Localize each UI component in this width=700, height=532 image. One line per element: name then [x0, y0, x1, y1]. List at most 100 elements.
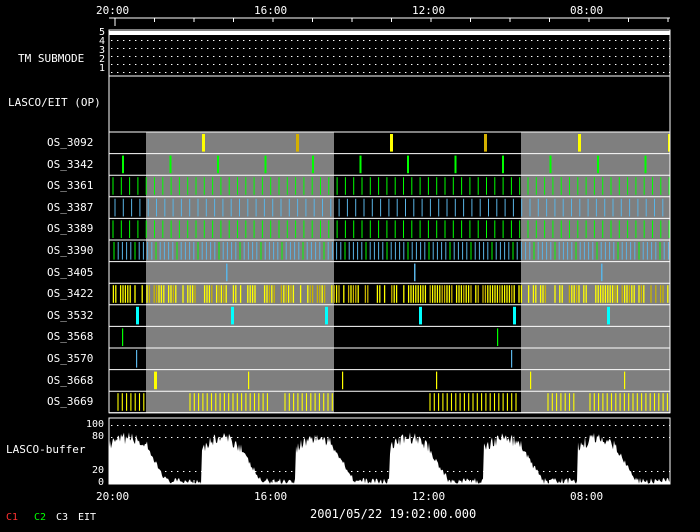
buffer-grid-dot: [111, 437, 113, 438]
buffer-grid-dot: [111, 425, 113, 426]
os-row-label: OS_3422: [47, 287, 94, 301]
tm-grid-dot: [555, 56, 557, 57]
buffer-grid-dot: [495, 425, 497, 426]
tm-submode-label: TM SUBMODE: [18, 52, 85, 65]
tm-grid-dot: [111, 48, 113, 49]
tm-grid-dot: [261, 72, 263, 73]
tm-grid-dot: [297, 40, 299, 41]
tm-grid-dot: [129, 48, 131, 49]
buffer-grid-dot: [633, 425, 635, 426]
tm-grid-dot: [399, 56, 401, 57]
tm-grid-dot: [423, 48, 425, 49]
tm-grid-dot: [639, 56, 641, 57]
tm-grid-dot: [639, 64, 641, 65]
tm-grid-dot: [123, 64, 125, 65]
tm-submode-frame: [108, 29, 671, 77]
tm-grid-dot: [279, 40, 281, 41]
buffer-grid-dot: [483, 437, 485, 438]
tm-grid-dot: [627, 56, 629, 57]
tm-grid-dot: [393, 48, 395, 49]
buffer-grid-dot: [285, 437, 287, 438]
tm-grid-dot: [213, 56, 215, 57]
night-shade-region: [521, 132, 670, 413]
buffer-grid-dot: [297, 425, 299, 426]
tm-grid-dot: [249, 64, 251, 65]
tm-grid-dot: [465, 72, 467, 73]
os-event-mark: [497, 328, 499, 346]
tm-grid-dot: [135, 72, 137, 73]
tm-grid-dot: [363, 56, 365, 57]
tm-grid-dot: [285, 48, 287, 49]
tm-grid-dot: [555, 48, 557, 49]
legend-c1: C1: [6, 512, 19, 523]
tm-grid-dot: [165, 48, 167, 49]
buffer-grid-dot: [459, 471, 461, 472]
tm-grid-dot: [489, 72, 491, 73]
tm-grid-dot: [195, 48, 197, 49]
os-event-mark: [154, 371, 157, 390]
tm-grid-dot: [483, 40, 485, 41]
tm-grid-dot: [345, 48, 347, 49]
buffer-grid-dot: [225, 425, 227, 426]
os-event-mark: [231, 306, 234, 325]
tm-grid-dot: [531, 48, 533, 49]
tm-grid-dot: [123, 72, 125, 73]
tm-grid-dot: [351, 56, 353, 57]
tm-grid-dot: [117, 48, 119, 49]
tm-grid-dot: [609, 40, 611, 41]
tm-grid-dot: [117, 64, 119, 65]
tm-grid-dot: [615, 72, 617, 73]
tm-grid-dot: [255, 56, 257, 57]
buffer-grid-dot: [483, 425, 485, 426]
buffer-grid-dot: [501, 425, 503, 426]
os-event-mark: [264, 155, 267, 174]
tm-grid-dot: [471, 72, 473, 73]
os-event-mark: [549, 155, 552, 174]
tm-grid-dot: [165, 56, 167, 57]
tm-grid-dot: [513, 48, 515, 49]
tm-grid-dot: [357, 48, 359, 49]
buffer-grid-dot: [363, 425, 365, 426]
tm-level-label: 4: [99, 36, 106, 47]
buffer-grid-dot: [567, 425, 569, 426]
buffer-level-label: 80: [92, 431, 105, 442]
tm-grid-dot: [219, 64, 221, 65]
tm-grid-dot: [183, 64, 185, 65]
buffer-grid-dot: [627, 425, 629, 426]
tm-grid-dot: [615, 40, 617, 41]
buffer-grid-dot: [393, 425, 395, 426]
tm-grid-dot: [225, 40, 227, 41]
buffer-grid-dot: [663, 425, 665, 426]
buffer-grid-dot: [147, 425, 149, 426]
tm-grid-dot: [165, 72, 167, 73]
tm-grid-dot: [147, 48, 149, 49]
tm-grid-dot: [261, 48, 263, 49]
buffer-grid-dot: [543, 425, 545, 426]
tm-grid-dot: [249, 72, 251, 73]
buffer-grid-dot: [555, 437, 557, 438]
buffer-grid-dot: [573, 437, 575, 438]
buffer-grid-dot: [495, 437, 497, 438]
tm-grid-dot: [615, 64, 617, 65]
buffer-grid-dot: [585, 437, 587, 438]
tm-grid-dot: [591, 64, 593, 65]
tm-grid-dot: [573, 72, 575, 73]
tm-grid-dot: [243, 40, 245, 41]
tm-grid-dot: [603, 64, 605, 65]
tm-grid-dot: [459, 56, 461, 57]
tm-grid-dot: [561, 56, 563, 57]
buffer-grid-dot: [369, 425, 371, 426]
buffer-grid-dot: [573, 425, 575, 426]
tm-grid-dot: [135, 40, 137, 41]
tm-grid-dot: [579, 40, 581, 41]
tm-grid-dot: [579, 64, 581, 65]
buffer-grid-dot: [183, 437, 185, 438]
tm-grid-dot: [273, 48, 275, 49]
buffer-grid-dot: [579, 425, 581, 426]
buffer-grid-dot: [477, 471, 479, 472]
os-row-label: OS_3387: [47, 200, 94, 214]
buffer-grid-dot: [453, 437, 455, 438]
footer-timestamp: 2001/05/22 19:02:00.000: [310, 507, 477, 521]
top-tick-label: 08:00: [570, 4, 604, 17]
buffer-grid-dot: [207, 437, 209, 438]
